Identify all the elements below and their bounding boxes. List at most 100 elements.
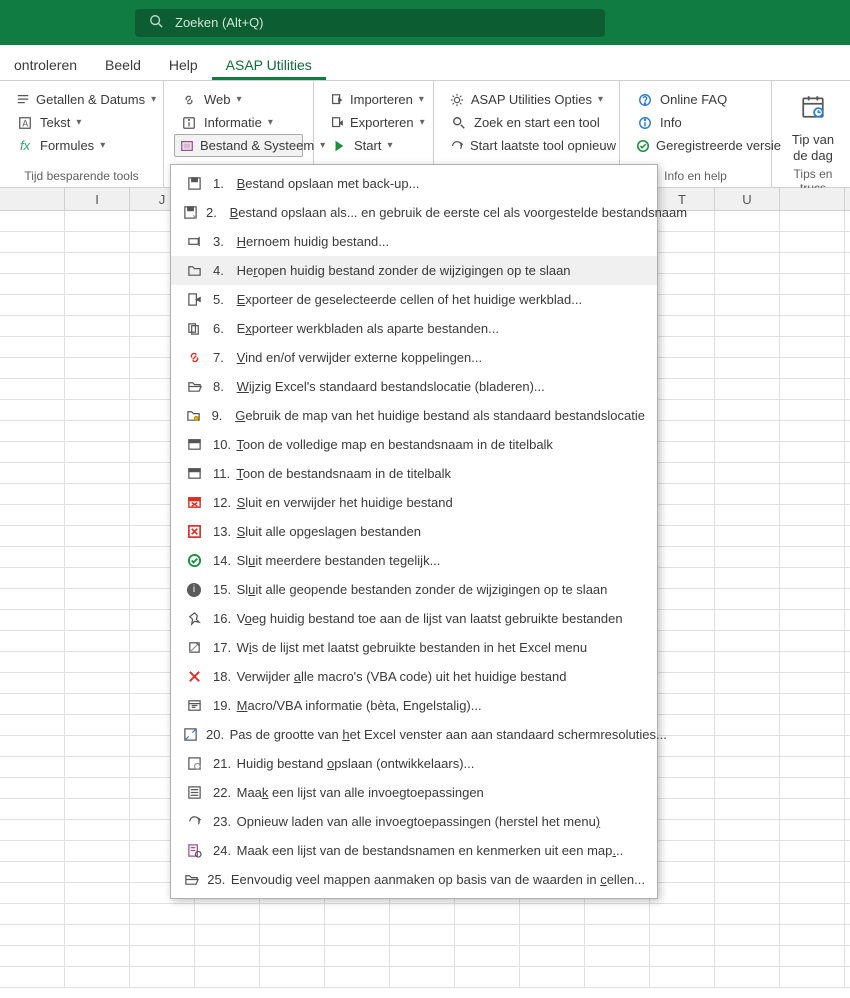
cell[interactable] [780,904,845,924]
cell[interactable] [780,295,845,315]
cell[interactable] [0,253,65,273]
cell[interactable] [0,589,65,609]
cell[interactable] [650,841,715,861]
cell[interactable] [715,568,780,588]
faq-button[interactable]: Online FAQ [630,88,761,111]
cell[interactable] [0,757,65,777]
cell[interactable] [65,862,130,882]
menu-item-20[interactable]: 20. Pas de grootte van het Excel venster… [171,720,657,749]
cell[interactable] [65,631,130,651]
cell[interactable] [65,526,130,546]
menu-item-17[interactable]: 17. Wis de lijst met laatst gebruikte be… [171,633,657,662]
menu-item-14[interactable]: 14. Sluit meerdere bestanden tegelijk... [171,546,657,575]
column-header[interactable] [780,188,845,210]
cell[interactable] [455,946,520,966]
cell[interactable] [65,547,130,567]
cell[interactable] [780,316,845,336]
cell[interactable] [780,778,845,798]
cell[interactable] [65,841,130,861]
cell[interactable] [650,946,715,966]
cell[interactable] [195,967,260,987]
column-header[interactable]: I [65,188,130,210]
cell[interactable] [650,400,715,420]
menu-item-1[interactable]: 1. Bestand opslaan met back-up... [171,169,657,198]
cell[interactable] [65,442,130,462]
cell[interactable] [780,400,845,420]
cell[interactable] [715,337,780,357]
column-header[interactable]: U [715,188,780,210]
cell[interactable] [585,904,650,924]
cell[interactable] [650,631,715,651]
menu-item-6[interactable]: 6. Exporteer werkbladen als aparte besta… [171,314,657,343]
cell[interactable] [65,967,130,987]
menu-item-13[interactable]: 13. Sluit alle opgeslagen bestanden [171,517,657,546]
menu-item-18[interactable]: 18. Verwijder alle macro's (VBA code) ui… [171,662,657,691]
menu-item-25[interactable]: 25. Eenvoudig veel mappen aanmaken op ba… [171,865,657,894]
cell[interactable] [0,736,65,756]
cell[interactable] [260,967,325,987]
cell[interactable] [130,925,195,945]
cell[interactable] [650,274,715,294]
cell[interactable] [0,379,65,399]
cell[interactable] [650,295,715,315]
menu-item-2[interactable]: 2. Bestand opslaan als... en gebruik de … [171,198,657,227]
cell[interactable] [715,547,780,567]
cell[interactable] [585,925,650,945]
cell[interactable] [0,799,65,819]
cell[interactable] [780,253,845,273]
cell[interactable] [780,694,845,714]
cell[interactable] [715,841,780,861]
cell[interactable] [650,253,715,273]
cell[interactable] [0,862,65,882]
information-button[interactable]: Informatie▾ [174,111,303,134]
cell[interactable] [650,232,715,252]
cell[interactable] [780,862,845,882]
cell[interactable] [715,946,780,966]
cell[interactable] [780,652,845,672]
cell[interactable] [0,463,65,483]
menu-item-11[interactable]: 11. Toon de bestandsnaam in de titelbalk [171,459,657,488]
menu-item-9[interactable]: 9. Gebruik de map van het huidige bestan… [171,401,657,430]
cell[interactable] [0,904,65,924]
cell[interactable] [195,904,260,924]
cell[interactable] [65,337,130,357]
cell[interactable] [715,631,780,651]
cell[interactable] [65,799,130,819]
numbers-dates-button[interactable]: Getallen & Datums▾ [10,88,153,111]
cell[interactable] [520,946,585,966]
cell[interactable] [650,778,715,798]
cell[interactable] [780,547,845,567]
menu-item-4[interactable]: 4. Heropen huidig bestand zonder de wijz… [171,256,657,285]
cell[interactable] [65,883,130,903]
cell[interactable] [715,589,780,609]
cell[interactable] [520,925,585,945]
cell[interactable] [65,232,130,252]
cell[interactable] [715,505,780,525]
menu-item-15[interactable]: i15. Sluit alle geopende bestanden zonde… [171,575,657,604]
cell[interactable] [715,715,780,735]
cell[interactable] [780,610,845,630]
cell[interactable] [650,673,715,693]
cell[interactable] [715,295,780,315]
cell[interactable] [325,946,390,966]
cell[interactable] [650,925,715,945]
cell[interactable] [650,316,715,336]
menu-item-22[interactable]: 22. Maak een lijst van alle invoegtoepas… [171,778,657,807]
cell[interactable] [650,421,715,441]
cell[interactable] [0,925,65,945]
cell[interactable] [65,904,130,924]
cell[interactable] [325,967,390,987]
cell[interactable] [650,547,715,567]
cell[interactable] [455,967,520,987]
cell[interactable] [780,757,845,777]
cell[interactable] [0,946,65,966]
menu-item-5[interactable]: 5. Exporteer de geselecteerde cellen of … [171,285,657,314]
cell[interactable] [0,505,65,525]
cell[interactable] [715,673,780,693]
cell[interactable] [780,799,845,819]
cell[interactable] [780,526,845,546]
cell[interactable] [65,211,130,231]
cell[interactable] [390,967,455,987]
cell[interactable] [325,925,390,945]
cell[interactable] [0,295,65,315]
